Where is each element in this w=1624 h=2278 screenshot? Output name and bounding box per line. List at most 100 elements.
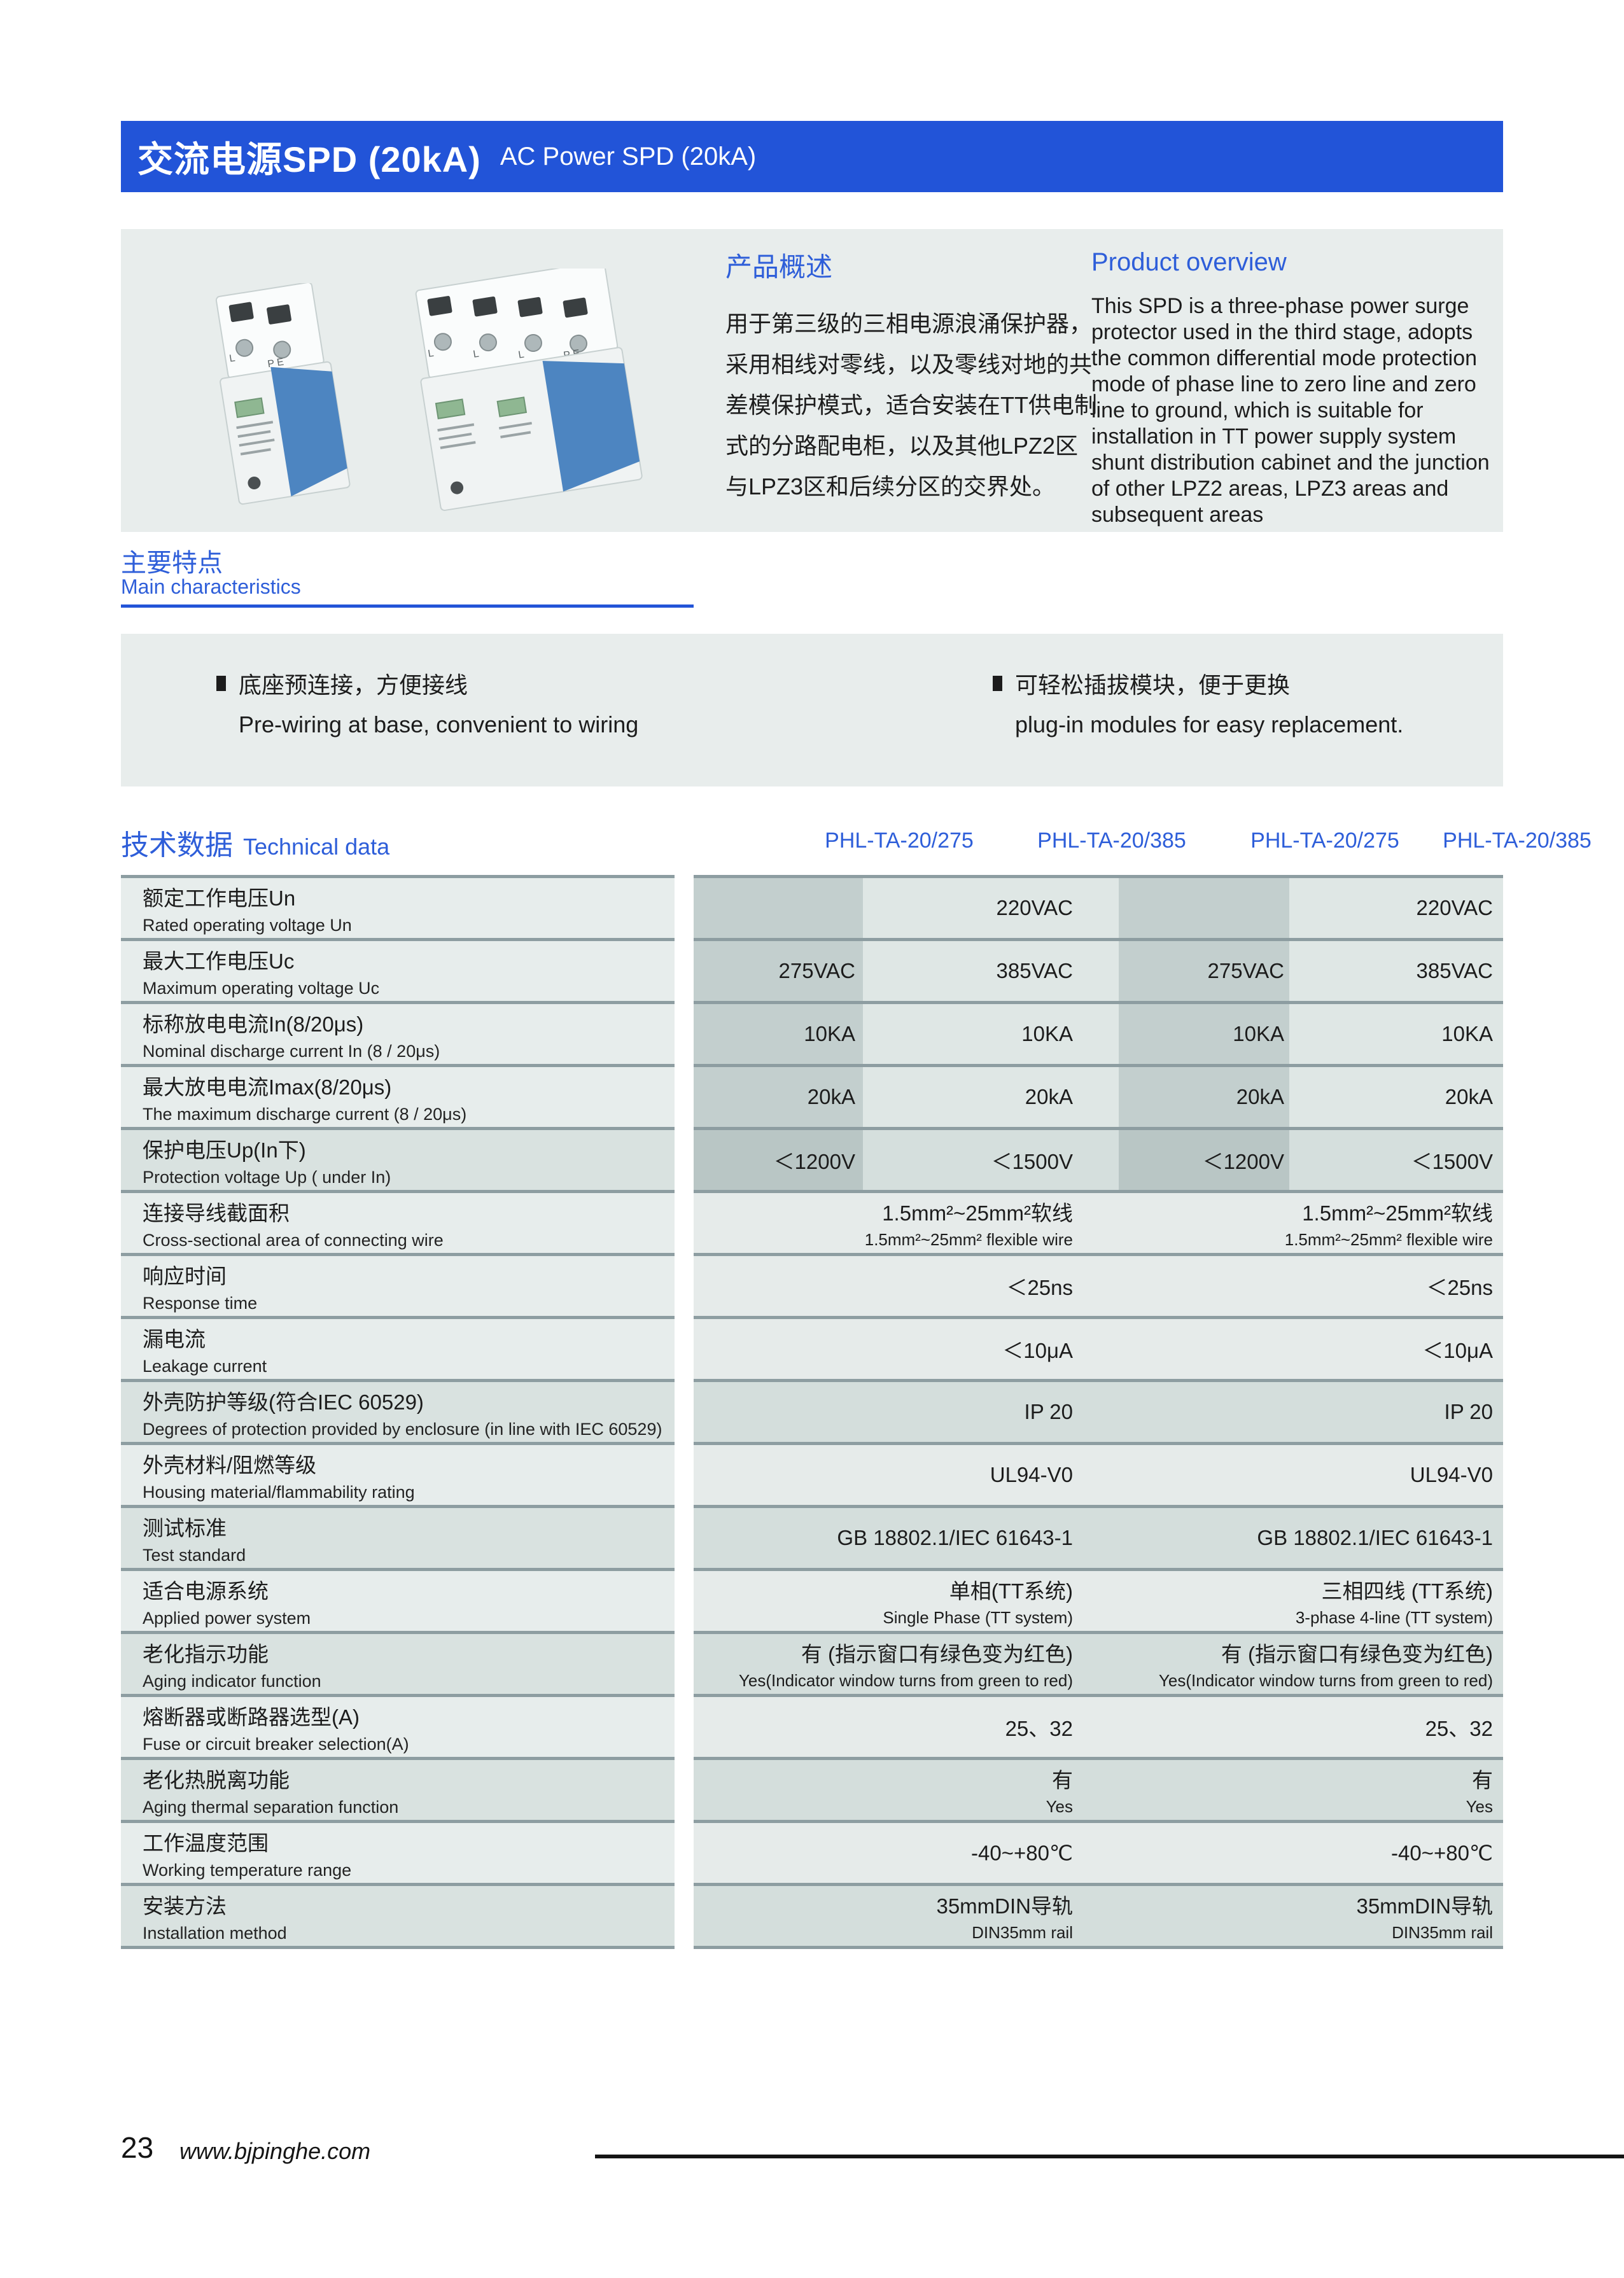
column-gap [675, 1505, 694, 1568]
feature-text-zh: 可轻松插拔模块，便于更换 [993, 667, 1403, 700]
value-main: 25、32 [1005, 1717, 1073, 1740]
row-values-cell: 1.5mm²~25mm²软线 1.5mm²~25mm² flexible wire… [694, 1190, 1503, 1253]
feature-text-zh: 底座预连接，方便接线 [216, 667, 638, 700]
row-values-cell: 10KA 10KA 10KA 10KA [694, 1001, 1503, 1064]
value-sub: 3-phase 4-line (TT system) [1295, 1608, 1493, 1627]
row-label-zh: 连接导线截面积 [143, 1201, 290, 1225]
row-label-en: Response time [143, 1293, 258, 1313]
row-values-cell: 220VAC 220VAC [694, 875, 1503, 938]
feature-en-label: plug-in modules for easy replacement. [1015, 711, 1404, 737]
value-cell: 三相四线 (TT系统) 3-phase 4-line (TT system) [1296, 1574, 1493, 1628]
svg-text:L: L [427, 348, 435, 360]
value-cell: 20kA [1025, 1085, 1073, 1109]
table-row: 安装方法 Installation method 35mmDIN导轨 DIN35mm … [121, 1883, 1503, 1946]
column-stripe [863, 1004, 1119, 1064]
row-label-cell: 最大工作电压Uc Maximum operating voltage Uc [121, 938, 675, 1001]
value-main: 10KA [1233, 1022, 1284, 1045]
features-title-zh: 主要特点 [121, 549, 223, 577]
value-cell: -40~+80℃ [971, 1841, 1073, 1866]
column-stripe [1119, 878, 1289, 938]
row-label-cell: 老化指示功能 Aging indicator function [121, 1631, 675, 1694]
value-main: 20kA [1236, 1085, 1284, 1108]
table-row: 最大放电电流Imax(8/20μs) The maximum discharge … [121, 1064, 1503, 1127]
row-values-cell: ＜1200V ＜1500V ＜1200V ＜1500V [694, 1127, 1503, 1190]
value-cell: 220VAC [1417, 896, 1493, 920]
row-label-zh: 工作温度范围 [143, 1831, 269, 1855]
column-gap [675, 1757, 694, 1820]
row-label-en: Housing material/flammability rating [143, 1482, 415, 1502]
column-gap [675, 1316, 694, 1379]
svg-text:P E: P E [267, 357, 284, 370]
column-stripe [1119, 1004, 1289, 1064]
value-cell: 10KA [1441, 1022, 1493, 1046]
page-title-bar: 交流电源SPD (20kA) AC Power SPD (20kA) [121, 121, 1503, 192]
row-label-zh: 额定工作电压Un [143, 886, 296, 910]
column-stripe [1289, 941, 1503, 1001]
row-values-cell: IP 20 IP 20 [694, 1379, 1503, 1442]
value-cell: 有 (指示窗口有绿色变为红色) Yes(Indicator window turn… [739, 1637, 1073, 1691]
value-cell: ＜10μA [1422, 1334, 1493, 1364]
value-main: 385VAC [1416, 959, 1493, 982]
column-gap [675, 1379, 694, 1442]
row-label-en: Maximum operating voltage Uc [143, 978, 380, 998]
row-label-cell: 老化热脱离功能 Aging thermal separation function [121, 1757, 675, 1820]
row-label-en: Fuse or circuit breaker selection(A) [143, 1734, 409, 1754]
row-label-zh: 最大工作电压Uc [143, 949, 295, 973]
column-stripe [694, 1130, 863, 1190]
column-gap [675, 1127, 694, 1190]
value-main: 10KA [1441, 1022, 1493, 1045]
table-row: 额定工作电压Un Rated operating voltage Un 220VAC… [121, 875, 1503, 938]
row-values-cell: 20kA 20kA 20kA 20kA [694, 1064, 1503, 1127]
page-number: 23 [121, 2131, 154, 2164]
row-label-zh: 适合电源系统 [143, 1579, 269, 1603]
column-gap [675, 1190, 694, 1253]
column-stripe [694, 1067, 863, 1127]
value-main: ＜25ns [1426, 1276, 1493, 1299]
value-cell: IP 20 [1445, 1400, 1493, 1424]
row-label-cell: 额定工作电压Un Rated operating voltage Un [121, 875, 675, 938]
value-cell: UL94-V0 [990, 1463, 1073, 1487]
row-label-zh: 测试标准 [143, 1516, 227, 1540]
overview-en-block: Product overview This SPD is a three-pha… [1091, 248, 1502, 528]
value-cell: 1.5mm²~25mm²软线 1.5mm²~25mm² flexible wire [865, 1196, 1073, 1250]
value-sub: 1.5mm²~25mm² flexible wire [1284, 1230, 1493, 1249]
value-sub: Yes(Indicator window turns from green to… [738, 1671, 1073, 1690]
row-label-cell: 保护电压Up(In下) Protection voltage Up ( under… [121, 1127, 675, 1190]
feature-en-label: Pre-wiring at base, convenient to wiring [239, 711, 639, 737]
row-values-cell: 35mmDIN导轨 DIN35mm rail 35mmDIN导轨 DIN35mm ra… [694, 1883, 1503, 1946]
features-box: 底座预连接，方便接线 Pre-wiring at base, convenient… [121, 634, 1503, 786]
value-main: ＜1500V [1411, 1150, 1493, 1173]
column-gap [675, 1694, 694, 1757]
value-sub: Yes(Indicator window turns from green to… [1158, 1671, 1493, 1690]
table-row: 工作温度范围 Working temperature range -40~+80℃ -… [121, 1820, 1503, 1883]
table-row: 老化指示功能 Aging indicator function 有 (指示窗口有绿色… [121, 1631, 1503, 1694]
value-main: ＜10μA [1002, 1339, 1073, 1362]
overview-en-body: This SPD is a three-phase power surge pr… [1091, 294, 1490, 527]
value-main: 35mmDIN导轨 [936, 1894, 1073, 1918]
table-row: 漏电流 Leakage current ＜10μA ＜10μA [121, 1316, 1503, 1379]
value-cell: ＜10μA [1002, 1334, 1073, 1364]
value-main: ＜1200V [1202, 1150, 1284, 1173]
table-row: 测试标准 Test standard GB 18802.1/IEC 61643-1 G… [121, 1505, 1503, 1568]
row-label-en: Protection voltage Up ( under In) [143, 1167, 391, 1187]
value-cell: 25、32 [1005, 1712, 1073, 1742]
row-values-cell: 275VAC 385VAC 275VAC 385VAC [694, 938, 1503, 1001]
value-cell: GB 18802.1/IEC 61643-1 [837, 1526, 1073, 1550]
bottom-rule-values [694, 1946, 1503, 1949]
value-cell: 20kA [1236, 1085, 1284, 1109]
column-gap [675, 1883, 694, 1946]
svg-text:L: L [228, 353, 236, 364]
row-label-cell: 工作温度范围 Working temperature range [121, 1820, 675, 1883]
value-cell: 385VAC [997, 959, 1073, 983]
svg-text:L: L [517, 349, 525, 361]
column-stripe [694, 941, 863, 1001]
column-gap [675, 1001, 694, 1064]
column-gap [675, 938, 694, 1001]
row-label-en: Applied power system [143, 1608, 311, 1628]
value-main: 220VAC [996, 896, 1073, 919]
row-label-en: The maximum discharge current (8 / 20μs) [143, 1104, 467, 1124]
table-row: 保护电压Up(In下) Protection voltage Up ( under… [121, 1127, 1503, 1190]
row-label-cell: 漏电流 Leakage current [121, 1316, 675, 1379]
page-title-zh: 交流电源SPD (20kA) [137, 139, 481, 179]
